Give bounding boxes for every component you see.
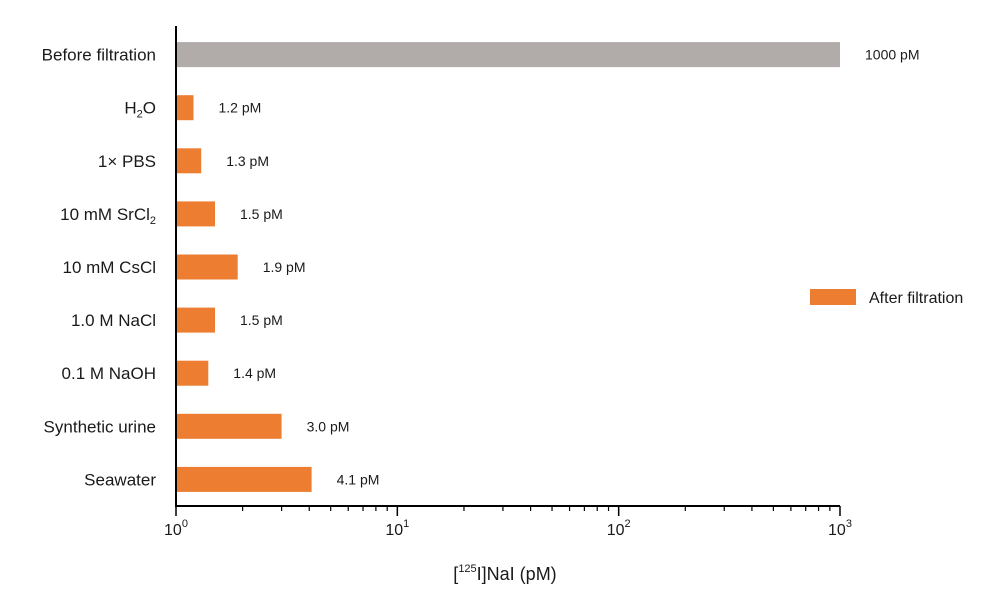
- x-tick-labels: 100 101 102 103: [164, 518, 852, 539]
- x-axis-title: [125I]NaI (pM): [453, 563, 556, 584]
- category-label: Before filtration: [42, 46, 156, 65]
- category-labels: Before filtration H2O 1× PBS 10 mM SrCl2 10 …: [42, 46, 157, 490]
- bar: [176, 254, 238, 280]
- data-label: 1.9 pM: [263, 259, 306, 275]
- data-label: 3.0 pM: [307, 418, 350, 434]
- x-tick-label: 101: [385, 518, 409, 539]
- category-label: H2O: [124, 99, 156, 121]
- x-tick-label: 103: [828, 518, 852, 539]
- data-label: 1.5 pM: [240, 206, 283, 222]
- x-axis-ticks: [175, 506, 841, 516]
- bar: [176, 201, 215, 227]
- legend: After filtration: [810, 289, 963, 307]
- bar: [176, 466, 312, 492]
- category-label: 10 mM CsCl: [62, 258, 156, 277]
- category-label: 10 mM SrCl2: [60, 205, 156, 227]
- data-label: 1.3 pM: [226, 153, 269, 169]
- x-tick-label: 102: [607, 518, 631, 539]
- bar: [176, 307, 215, 333]
- data-label: 4.1 pM: [337, 471, 380, 487]
- category-label: 1× PBS: [98, 152, 156, 171]
- legend-swatch: [810, 289, 856, 305]
- legend-label: After filtration: [869, 290, 963, 307]
- category-label: Synthetic urine: [44, 417, 156, 436]
- bar: [176, 42, 840, 68]
- bar: [176, 360, 209, 386]
- value-labels: 1000 pM 1.2 pM 1.3 pM 1.5 pM 1.9 pM 1.5 pM 1.4…: [219, 47, 920, 488]
- category-label: Seawater: [84, 470, 156, 489]
- data-label: 1.2 pM: [219, 100, 262, 116]
- bars: [176, 42, 840, 492]
- bar: [176, 148, 202, 174]
- bar: [176, 95, 194, 121]
- category-label: 0.1 M NaOH: [62, 364, 156, 383]
- category-label: 1.0 M NaCl: [71, 311, 156, 330]
- data-label: 1.5 pM: [240, 312, 283, 328]
- bar: [176, 413, 282, 439]
- data-label: 1.4 pM: [233, 365, 276, 381]
- x-tick-label: 100: [164, 518, 188, 539]
- data-label: 1000 pM: [865, 47, 919, 63]
